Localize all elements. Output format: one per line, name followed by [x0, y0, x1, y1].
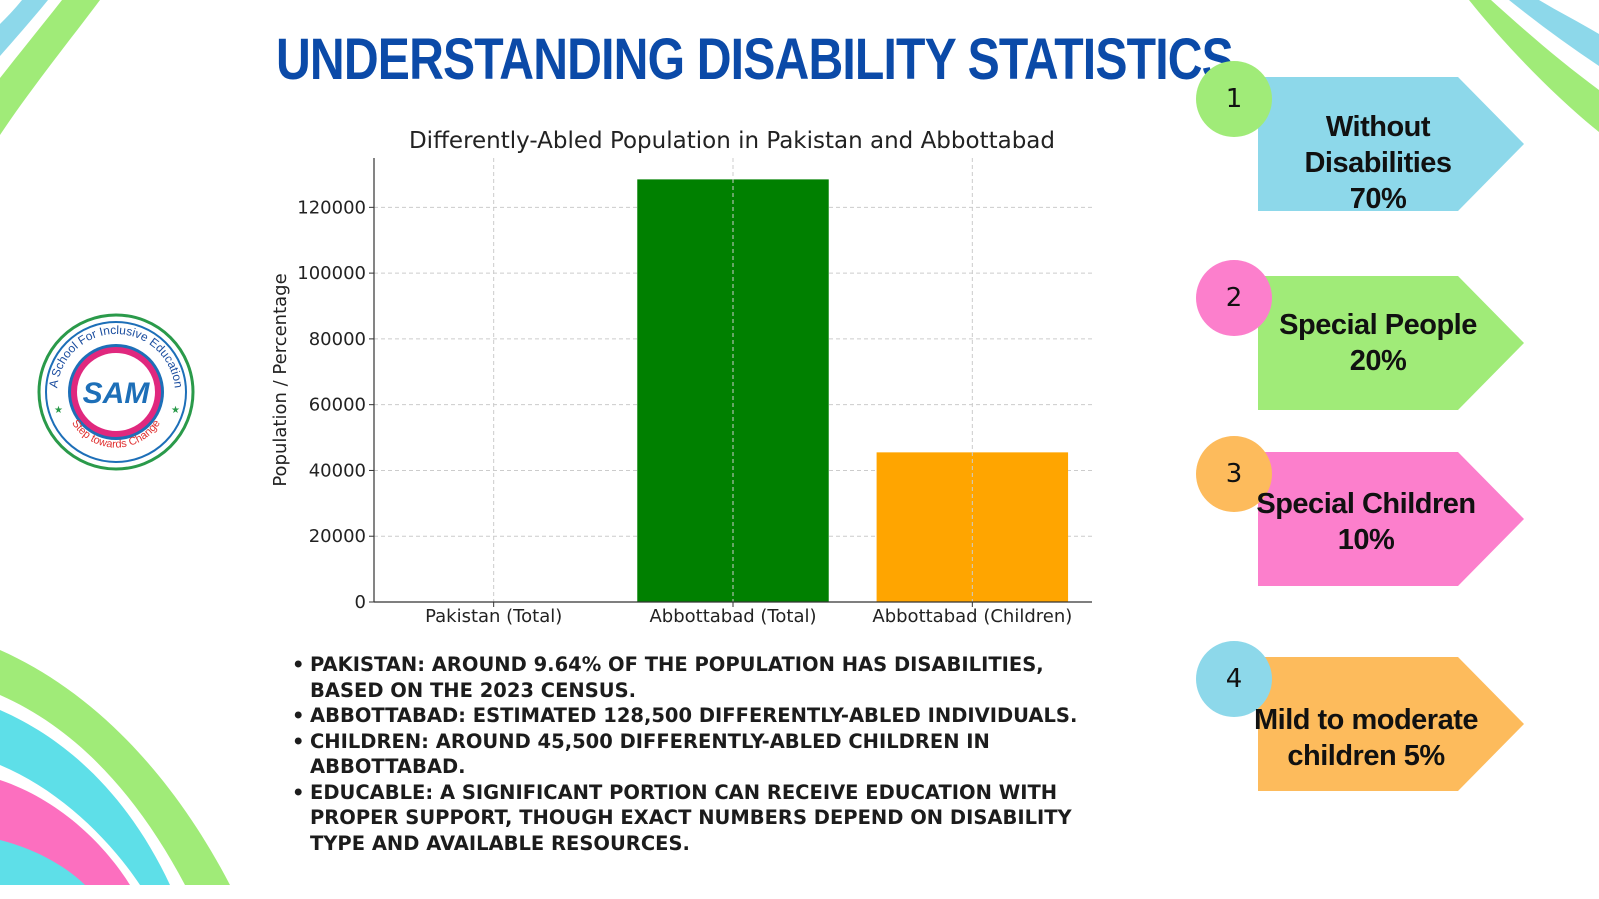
tag-3-line2: 10% — [1337, 524, 1395, 556]
tag-4-arrow — [1258, 657, 1524, 791]
y-tick-label: 80000 — [309, 329, 366, 350]
chart-title: Differently-Abled Population in Pakistan… — [409, 128, 1055, 154]
tag-4-number: 4 — [1225, 664, 1243, 694]
tag-1-circle: 1 — [1196, 61, 1272, 137]
school-logo: A School For Inclusive Education Step to… — [37, 313, 195, 471]
tag-1-text: Without Disabilities 70% — [1258, 109, 1498, 217]
y-tick-label: 100000 — [297, 263, 366, 284]
tag-4-circle: 4 — [1196, 641, 1272, 717]
tag-3-circle: 3 — [1196, 436, 1272, 512]
tag-1-line1: Without Disabilities — [1304, 111, 1452, 179]
tag-4-line2: children 5% — [1287, 740, 1445, 772]
bottom-left-swoosh — [0, 650, 230, 885]
bar-chart: Differently-Abled Population in Pakistan… — [270, 128, 1092, 627]
y-tick-label: 60000 — [309, 395, 366, 416]
x-tick-label: Abbottabad (Children) — [872, 606, 1072, 627]
tag-2-line2: 20% — [1349, 345, 1407, 377]
tag-2-arrow — [1258, 276, 1524, 410]
tag-3-number: 3 — [1225, 459, 1243, 489]
top-right-swoosh — [1469, 0, 1599, 132]
x-tick-label: Abbottabad (Total) — [649, 606, 816, 627]
logo-monogram: SAM — [83, 377, 151, 410]
bullet-abbottabad: ABBOTTABAD: ESTIMATED 128,500 DIFFERENTL… — [292, 703, 1112, 729]
tag-3-arrow — [1258, 452, 1524, 586]
y-tick-label: 120000 — [297, 197, 366, 218]
tag-2-circle: 2 — [1196, 260, 1272, 336]
y-tick-label: 20000 — [309, 526, 366, 547]
tag-3-text: Special Children 10% — [1246, 486, 1486, 558]
tag-4-text: Mild to moderate children 5% — [1246, 702, 1486, 774]
tag-1-number: 1 — [1225, 84, 1243, 114]
page-title: UNDERSTANDING DISABILITY STATISTICS — [276, 27, 1234, 92]
bullet-pakistan: PAKISTAN: AROUND 9.64% OF THE POPULATION… — [292, 652, 1112, 703]
y-tick-label: 0 — [355, 592, 366, 613]
tag-2-line1: Special People — [1279, 309, 1477, 341]
top-left-swoosh — [0, 0, 100, 135]
bar — [876, 452, 1069, 602]
svg-text:★: ★ — [54, 405, 63, 416]
ticks-layer: 0 20000 40000 60000 80000 100000 120000 Pakista… — [297, 197, 1072, 627]
y-axis-label: Population / Percentage — [270, 273, 291, 486]
tag-3-line1: Special Children — [1256, 488, 1476, 520]
tag-1-line2: 70% — [1349, 183, 1407, 215]
bullet-children: CHILDREN: AROUND 45,500 DIFFERENTLY-ABLE… — [292, 729, 1112, 780]
tag-2-text: Special People 20% — [1258, 307, 1498, 379]
svg-text:★: ★ — [171, 405, 180, 416]
tag-1-arrow — [1258, 77, 1524, 211]
tag-2-number: 2 — [1225, 283, 1243, 313]
tag-4-line1: Mild to moderate — [1253, 704, 1479, 736]
y-tick-label: 40000 — [309, 460, 366, 481]
bullet-list: PAKISTAN: AROUND 9.64% OF THE POPULATION… — [292, 652, 1112, 856]
x-tick-label: Pakistan (Total) — [425, 606, 562, 627]
bullet-educable: EDUCABLE: A SIGNIFICANT PORTION CAN RECE… — [292, 780, 1112, 857]
vertical-grid-layer — [493, 158, 973, 602]
